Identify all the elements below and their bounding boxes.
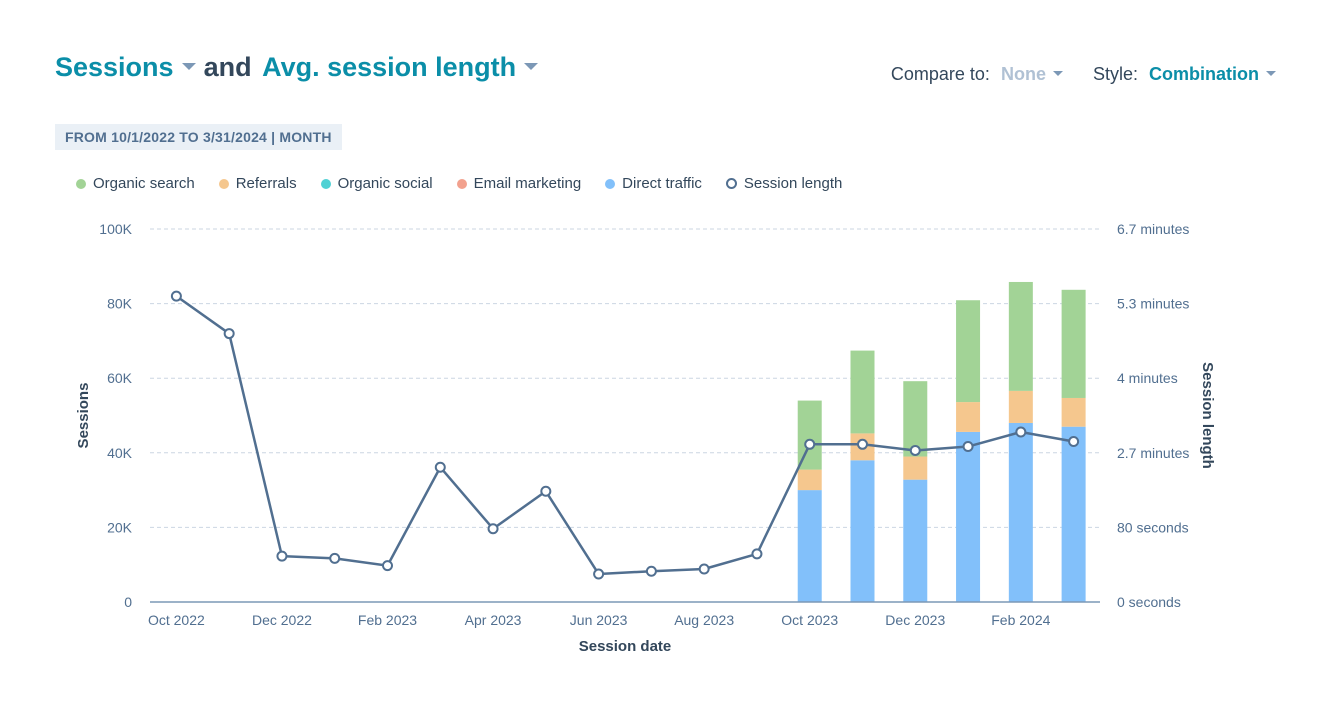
legend-item-referrals[interactable]: Referrals <box>218 175 297 192</box>
compare-control: Compare to: None <box>891 64 1063 85</box>
session-length-point <box>487 523 499 535</box>
session-length-point <box>223 328 235 340</box>
session-length-point <box>1068 436 1080 448</box>
session-length-point <box>962 441 974 453</box>
y-tick-label: 80K <box>107 296 133 312</box>
bar-segment <box>1008 281 1033 391</box>
legend-item-organic-social[interactable]: Organic social <box>320 175 433 192</box>
legend-label: Organic search <box>93 175 195 192</box>
style-dropdown[interactable]: Combination <box>1149 64 1276 84</box>
legend-swatch <box>605 178 616 189</box>
bar-segment <box>1008 390 1033 423</box>
y2-tick-label: 2.7 minutes <box>1117 445 1189 461</box>
session-length-point <box>804 438 816 450</box>
y2-tick-label: 0 seconds <box>1117 594 1181 610</box>
x-axis-title: Session date <box>579 638 672 655</box>
compare-dropdown[interactable]: None <box>1001 64 1063 84</box>
session-length-point <box>909 444 921 456</box>
session-length-point <box>276 550 288 562</box>
metric-1-label: Sessions <box>55 52 174 82</box>
session-length-point <box>698 563 710 575</box>
y-tick-label: 0 <box>124 594 132 610</box>
legend-swatch <box>456 178 467 189</box>
legend-swatch <box>76 178 86 189</box>
x-tick-label: Dec 2022 <box>252 612 312 628</box>
x-tick-label: Dec 2023 <box>885 612 945 628</box>
style-value: Combination <box>1149 64 1259 84</box>
legend-swatch <box>218 178 229 189</box>
date-range-badge: FROM 10/1/2022 TO 3/31/2024 | MONTH <box>55 124 342 150</box>
bar-segment <box>903 456 928 480</box>
y-tick-label: 20K <box>107 519 133 535</box>
bar-segment <box>850 460 875 602</box>
style-label: Style: <box>1092 64 1138 84</box>
chevron-down-icon <box>524 63 539 71</box>
bar-segment <box>956 431 981 602</box>
legend-label: Referrals <box>235 175 297 192</box>
session-length-point <box>645 565 657 577</box>
y2-tick-label: 4 minutes <box>1117 370 1178 386</box>
legend-item-direct-traffic[interactable]: Direct traffic <box>605 175 702 192</box>
chevron-down-icon <box>1052 71 1063 77</box>
x-tick-label: Jun 2023 <box>570 612 628 628</box>
x-tick-label: Oct 2022 <box>148 612 205 628</box>
legend-item-session-length[interactable]: Session length <box>725 175 843 192</box>
bar-segment <box>850 350 875 434</box>
session-length-point <box>170 290 182 302</box>
x-tick-label: Feb 2023 <box>358 612 417 628</box>
session-length-point <box>593 568 605 580</box>
bar-segment <box>956 300 981 403</box>
chart-controls: Compare to: None Style: Combination <box>891 64 1276 85</box>
session-length-point <box>751 548 763 560</box>
bar-segment <box>1061 426 1086 602</box>
session-length-point <box>434 461 446 473</box>
session-length-point <box>1015 426 1027 438</box>
y-axis-title: Sessions <box>75 383 92 449</box>
legend-swatch <box>320 178 331 189</box>
metric-2-selector[interactable]: Avg. session length <box>262 52 544 82</box>
chevron-down-icon <box>1266 71 1276 77</box>
bar-segment <box>797 490 822 602</box>
bar-segment <box>903 381 928 457</box>
y2-tick-label: 5.3 minutes <box>1117 296 1189 312</box>
session-length-point <box>382 560 393 572</box>
style-control: Style: Combination <box>1093 64 1276 85</box>
chart-legend: Organic search Referrals Organic social … <box>76 175 842 192</box>
y2-tick-label: 80 seconds <box>1117 519 1189 535</box>
bar-segment <box>1061 289 1086 398</box>
x-tick-label: Oct 2023 <box>781 612 838 628</box>
legend-item-organic-search[interactable]: Organic search <box>76 175 195 192</box>
legend-ring-marker <box>725 178 737 189</box>
legend-label: Email marketing <box>473 175 582 192</box>
x-tick-label: Apr 2023 <box>465 612 522 628</box>
session-length-line <box>175 295 1074 576</box>
y2-axis-title: Session length <box>1199 362 1216 469</box>
legend-label: Session length <box>743 175 843 192</box>
y-tick-label: 100K <box>99 221 132 237</box>
x-tick-label: Feb 2024 <box>991 612 1050 628</box>
y-tick-label: 60K <box>107 370 133 386</box>
compare-value: None <box>1000 64 1046 84</box>
y2-tick-label: 6.7 minutes <box>1117 221 1189 237</box>
bar-segment <box>1008 422 1033 602</box>
legend-label: Direct traffic <box>622 175 702 192</box>
legend-item-email-marketing[interactable]: Email marketing <box>456 175 582 192</box>
legend-label: Organic social <box>337 175 433 192</box>
metric-1-selector[interactable]: Sessions <box>55 52 202 82</box>
bar-segment <box>956 402 981 432</box>
chart-title: Sessions and Avg. session length <box>55 52 544 83</box>
y-tick-label: 40K <box>107 445 133 461</box>
compare-label: Compare to: <box>890 64 990 84</box>
x-tick-label: Aug 2023 <box>674 612 734 628</box>
bar-segment <box>797 469 822 491</box>
bar-segment <box>903 479 928 602</box>
session-length-point <box>329 552 341 564</box>
session-length-point <box>540 485 552 497</box>
title-joiner: and <box>203 52 252 82</box>
metric-2-label: Avg. session length <box>262 52 517 82</box>
session-length-point <box>857 438 868 450</box>
bar-segment <box>1061 397 1086 427</box>
chevron-down-icon <box>181 63 196 71</box>
